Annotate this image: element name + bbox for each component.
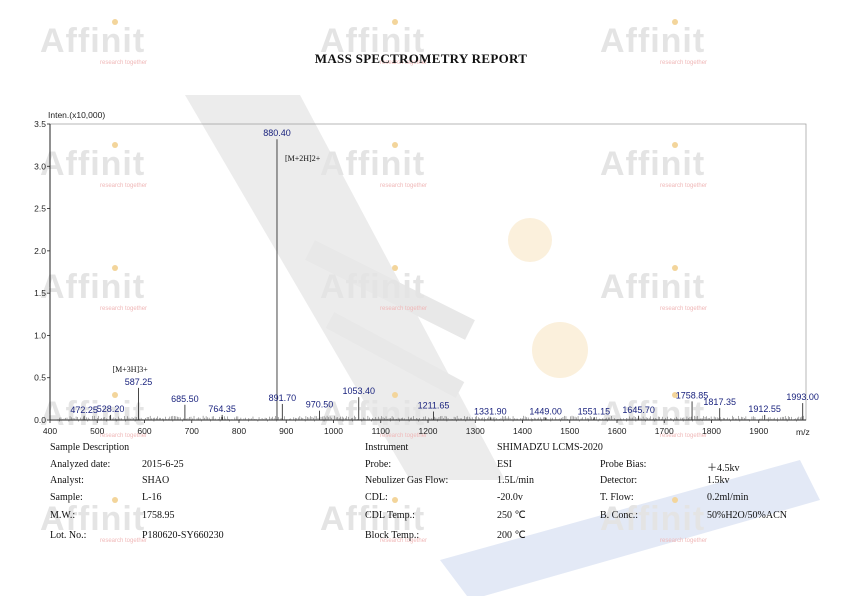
- info-middle-value: 200 ℃: [497, 530, 526, 541]
- info-right-value: 50%H2O/50%ACN: [707, 510, 787, 521]
- peak-label: 764.35: [208, 404, 236, 414]
- watermark-logo: Affinit research together: [600, 19, 707, 66]
- y-tick-label: 0.5: [34, 373, 46, 383]
- peak-label: 685.50: [171, 394, 199, 404]
- peak-label: 1645.70: [622, 405, 655, 415]
- peak-label: 1211.65: [418, 401, 450, 411]
- watermark-logo: Affinit research together: [40, 497, 147, 544]
- y-tick-label: 1.0: [34, 330, 46, 340]
- sample-description-label: Sample Description: [50, 442, 130, 453]
- info-left-label: Lot. No.:: [50, 530, 87, 541]
- peak-label: 1758.85: [676, 390, 709, 400]
- instrument-value: SHIMADZU LCMS-2020: [497, 442, 603, 453]
- x-tick-label: 1800: [702, 426, 721, 436]
- peak-label: 1449.00: [529, 406, 562, 416]
- peak-label: 891.70: [269, 393, 297, 403]
- y-tick-label: 0.0: [34, 415, 46, 425]
- watermark-logo: Affinit research together: [320, 142, 427, 189]
- watermark-logo: Affinit research together: [320, 265, 427, 312]
- watermark-logo: Affinit research together: [320, 19, 427, 66]
- mass-spectrum-chart: Inten.(x10,000) m/z 0.0 0.5 1.0 1.5 2.0 2.5 3.0 3…: [34, 110, 819, 437]
- y-tick-label: 1.5: [34, 288, 46, 298]
- info-left-value: P180620-SY660230: [142, 530, 224, 541]
- peak-label: 970.50: [306, 400, 334, 410]
- x-tick-label: 1100: [372, 426, 391, 436]
- watermark-logo: Affinit research together: [40, 142, 147, 189]
- report-title: MASS SPECTROMETRY REPORT: [314, 51, 528, 66]
- x-tick-label: 1900: [749, 426, 768, 436]
- x-tick-label: 1300: [466, 426, 485, 436]
- watermark-logo: Affinit research together: [600, 142, 707, 189]
- info-left-label: Analyzed date:: [50, 459, 111, 470]
- y-tick-label: 3.0: [34, 161, 46, 171]
- watermark-logo: Affinit research together: [320, 497, 427, 544]
- x-tick-label: 700: [185, 426, 199, 436]
- instrument-label: Instrument: [365, 442, 409, 453]
- info-left-label: Analyst:: [50, 475, 84, 486]
- peak-label: 1551.15: [578, 406, 611, 416]
- info-left-value: SHAO: [142, 475, 170, 486]
- y-tick-label: 2.0: [34, 246, 46, 256]
- x-tick-label: 400: [43, 426, 57, 436]
- watermark-logo: Affinit research together: [40, 265, 147, 312]
- y-axis-label: Inten.(x10,000): [48, 110, 105, 120]
- x-tick-label: 1500: [560, 426, 579, 436]
- watermark-logo: Affinit research together: [600, 265, 707, 312]
- info-left-label: Sample:: [50, 492, 83, 503]
- x-tick-label: 900: [279, 426, 293, 436]
- info-right-label: Detector:: [600, 475, 638, 486]
- x-axis-label: m/z: [796, 427, 810, 437]
- info-middle-label: CDL:: [365, 492, 388, 503]
- peak-label: 528.20: [97, 404, 125, 414]
- info-middle-label: Block Temp.:: [365, 530, 420, 541]
- info-left-value: L-16: [142, 492, 162, 503]
- info-right-label: T. Flow:: [600, 492, 634, 503]
- watermark-logo: Affinit research together: [600, 497, 707, 544]
- watermark-logo: Affinit research together: [600, 392, 707, 439]
- x-tick-label: 800: [232, 426, 246, 436]
- info-left-value: 2015-6-25: [142, 459, 184, 470]
- info-right-value: ＋4.5kv: [707, 463, 740, 474]
- x-tick-label: 500: [90, 426, 104, 436]
- peak-label: 1817.35: [703, 397, 736, 407]
- info-left-value: 1758.95: [142, 510, 175, 521]
- ion-annotation: [M+3H]3+: [112, 365, 148, 374]
- x-tick-label: 1700: [655, 426, 674, 436]
- info-middle-value: ESI: [497, 459, 512, 470]
- peak-label: 1912.55: [748, 404, 781, 414]
- peak-label: 1053.40: [342, 386, 375, 396]
- x-tick-label: 600: [137, 426, 151, 436]
- y-tick-label: 2.5: [34, 204, 46, 214]
- watermark-logo: Affinit research together: [40, 392, 147, 439]
- y-tick-label: 3.5: [34, 119, 46, 129]
- watermark-logo: Affinit research together: [40, 19, 147, 66]
- info-middle-label: Nebulizer Gas Flow:: [365, 475, 449, 486]
- watermark-logo: Affinit research together: [320, 392, 427, 439]
- x-tick-label: 1000: [324, 426, 343, 436]
- x-tick-label: 1200: [419, 426, 438, 436]
- info-middle-value: 1.5L/min: [497, 475, 534, 486]
- plot-frame: [49, 123, 807, 421]
- x-tick-label: 1400: [513, 426, 532, 436]
- info-left-label: M.W.:: [50, 510, 76, 521]
- info-right-label: Probe Bias:: [600, 459, 647, 470]
- peak-label: 472.25: [70, 405, 98, 415]
- info-middle-value: -20.0v: [497, 492, 523, 503]
- info-middle-label: CDL Temp.:: [365, 510, 415, 521]
- info-right-value: 0.2ml/min: [707, 492, 749, 503]
- peak-label: 1993.00: [786, 392, 819, 402]
- peak-label: 880.40: [263, 128, 291, 138]
- peak-label: 587.25: [125, 377, 153, 387]
- info-right-value: 1.5kv: [707, 475, 730, 486]
- info-right-label: B. Conc.:: [600, 510, 639, 521]
- info-middle-label: Probe:: [365, 459, 392, 470]
- ion-annotation: [M+2H]2+: [285, 154, 321, 163]
- x-tick-label: 1600: [608, 426, 627, 436]
- peak-label: 1331.90: [474, 406, 507, 416]
- info-middle-value: 250 ℃: [497, 510, 526, 521]
